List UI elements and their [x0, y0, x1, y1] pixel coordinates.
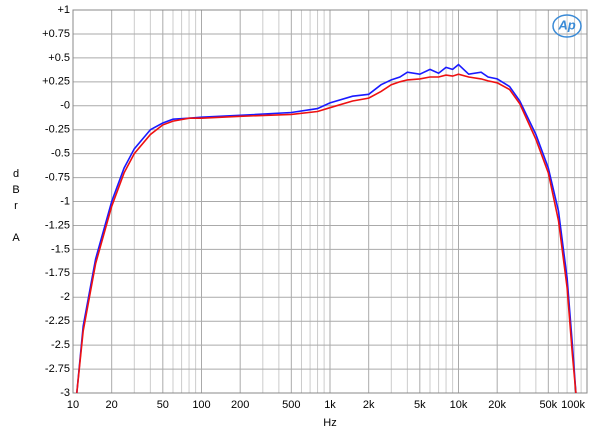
- y-tick-label: +0.25: [42, 76, 70, 88]
- series-line: [76, 63, 577, 394]
- y-tick-label: -2.5: [51, 339, 70, 351]
- x-tick-label: 200: [231, 399, 249, 411]
- x-tick-label: 100: [192, 399, 210, 411]
- plot-area: [72, 9, 588, 394]
- x-tick-label: 500: [282, 399, 300, 411]
- x-tick-label: 50k: [539, 399, 557, 411]
- x-tick-label: 10k: [450, 399, 468, 411]
- y-tick-label: -0.5: [51, 148, 70, 160]
- y-tick-label: -3: [60, 387, 70, 399]
- x-tick-label: 5k: [414, 399, 426, 411]
- y-tick-label: -1.25: [45, 219, 70, 231]
- x-tick-label: 10: [67, 399, 79, 411]
- y-tick-label: -0.25: [45, 124, 70, 136]
- y-axis-label: dBr A: [10, 168, 22, 248]
- y-tick-label: -2.75: [45, 363, 70, 375]
- y-tick-label: -1.75: [45, 267, 70, 279]
- series-line: [76, 73, 577, 394]
- logo-ring: [552, 14, 582, 38]
- y-tick-label: -1: [60, 195, 70, 207]
- y-tick-label: +0.75: [42, 28, 70, 40]
- y-tick-label: -0: [60, 100, 70, 112]
- x-axis-label: Hz: [323, 417, 336, 429]
- x-tick-label: 50: [157, 399, 169, 411]
- y-tick-label: +1: [57, 4, 70, 16]
- y-tick-label: -1.5: [51, 243, 70, 255]
- y-tick-label: -2.25: [45, 315, 70, 327]
- x-tick-label: 2k: [363, 399, 375, 411]
- x-tick-label: 20: [106, 399, 118, 411]
- x-tick-label: 100k: [561, 399, 585, 411]
- logo: Ap: [557, 17, 575, 32]
- y-tick-label: +0.5: [48, 52, 70, 64]
- y-tick-label: -2: [60, 291, 70, 303]
- x-tick-label: 1k: [324, 399, 336, 411]
- x-tick-label: 20k: [488, 399, 506, 411]
- y-tick-label: -0.75: [45, 171, 70, 183]
